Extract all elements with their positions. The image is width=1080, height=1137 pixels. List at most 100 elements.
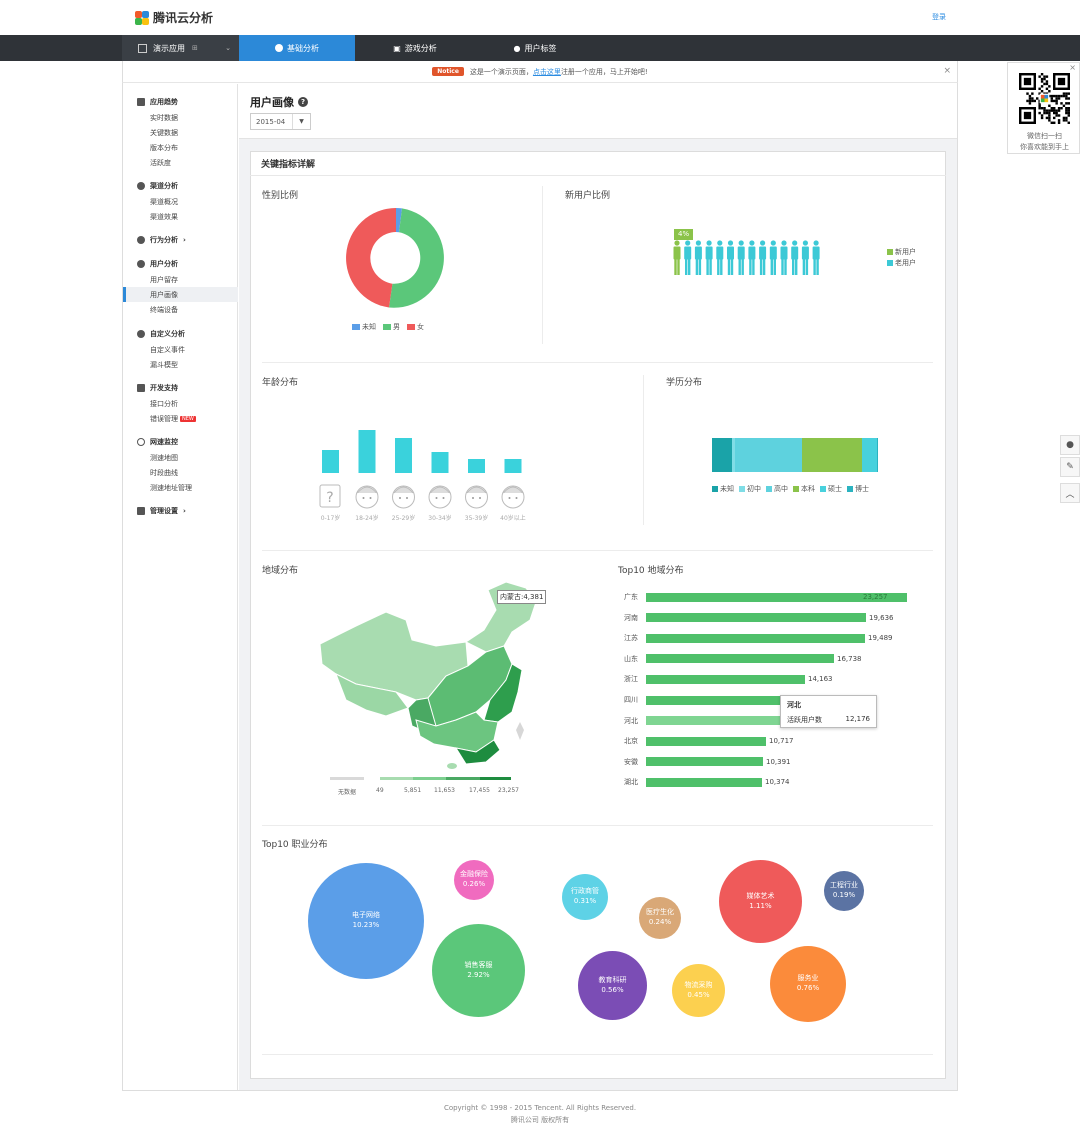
age-bar[interactable] — [468, 459, 485, 473]
occupation-bubble[interactable]: 医疗生化 0.24% — [639, 897, 681, 939]
region-row[interactable]: 湖北 10,374 — [624, 777, 790, 787]
sidebar-head-dev[interactable]: 开发支持 — [123, 380, 238, 396]
region-bar[interactable] — [646, 716, 783, 726]
age-bar[interactable] — [431, 452, 449, 473]
qr-panel: × 微信扫一扫 你喜欢能到手上 — [1007, 62, 1080, 154]
edu-segment-unknown[interactable] — [712, 438, 732, 472]
sidebar-item-channel-effect[interactable]: 渠道效果 — [150, 212, 178, 221]
sidebar-item-activity[interactable]: 活跃度 — [150, 158, 171, 167]
sidebar-item-errors[interactable]: 错误管理 NEW — [123, 411, 238, 426]
region-bar[interactable] — [646, 613, 866, 623]
region-row[interactable]: 北京 10,717 — [624, 736, 794, 746]
scale-label: 11,653 — [434, 787, 455, 794]
app-selector[interactable]: 演示应用 ⊞ ⌄ — [122, 35, 239, 61]
occupation-bubble[interactable]: 物流采购 0.45% — [672, 964, 725, 1017]
edu-segment-senior[interactable] — [735, 438, 802, 472]
region-row[interactable]: 安徽 10,391 — [624, 757, 791, 767]
region-row[interactable]: 江苏 19,489 — [624, 633, 893, 643]
sidebar-item-speed-map[interactable]: 测速地图 — [150, 453, 178, 462]
tab-game-analysis[interactable]: ▣ 游戏分析 — [355, 35, 475, 61]
face-avatar-icon — [465, 485, 488, 509]
qq-icon[interactable]: ● — [1060, 435, 1080, 455]
sidebar-head-app-trend[interactable]: 应用趋势 — [123, 94, 238, 110]
close-icon[interactable]: × — [1069, 63, 1076, 72]
occupation-bubble[interactable]: 服务业 0.76% — [770, 946, 846, 1022]
region-bar[interactable] — [646, 695, 787, 705]
china-map[interactable] — [316, 580, 540, 770]
map-region-hainan — [447, 763, 457, 769]
sidebar-head-custom[interactable]: 自定义分析 — [123, 326, 238, 342]
region-row[interactable]: 浙江 14,163 — [624, 674, 833, 684]
sidebar-item-funnel[interactable]: 漏斗模型 — [150, 360, 178, 369]
date-select[interactable]: 2015-04 ▼ — [250, 113, 311, 130]
region-name: 广东 — [624, 593, 638, 601]
brand-logo[interactable]: 腾讯云分析 — [135, 9, 213, 26]
divider — [542, 186, 543, 344]
sidebar-head-behavior[interactable]: 行为分析 › — [123, 232, 238, 248]
sidebar-item-time-curve[interactable]: 时段曲线 — [150, 468, 178, 477]
sidebar-head-user[interactable]: 用户分析 — [123, 256, 238, 272]
occupation-bubble[interactable]: 媒体艺术 1.11% — [719, 860, 802, 943]
region-bar[interactable] — [646, 654, 834, 664]
occupation-bubble[interactable]: 金融保险 0.26% — [454, 860, 494, 900]
notice-register-link[interactable]: 点击这里 — [532, 67, 561, 76]
age-label: 25-29岁 — [392, 514, 415, 522]
sidebar-item-retention[interactable]: 用户留存 — [150, 275, 178, 284]
region-name: 四川 — [624, 696, 638, 704]
region-bar[interactable] — [646, 592, 907, 602]
gender-slice-unknown[interactable] — [396, 208, 402, 233]
edu-segment-junior[interactable] — [732, 438, 735, 472]
gender-slice-female[interactable] — [346, 208, 396, 308]
sidebar-item-version[interactable]: 版本分布 — [150, 143, 178, 152]
edit-icon[interactable]: ✎ — [1060, 457, 1080, 477]
map-scale-bar[interactable] — [330, 776, 514, 782]
region-row[interactable]: 广东 23,257 — [624, 592, 907, 602]
sidebar-item-speed-address[interactable]: 测速地址管理 — [150, 483, 192, 492]
region-bar[interactable] — [646, 633, 865, 643]
bubble-value: 0.19% — [832, 891, 856, 899]
new-user-title: 新用户比例 — [565, 191, 611, 201]
sidebar-head-admin[interactable]: 管理设置 › — [123, 503, 238, 519]
region-row[interactable]: 河南 19,636 — [624, 613, 894, 623]
scale-step-3 — [446, 777, 480, 780]
region-value: 23,257 — [863, 593, 888, 601]
region-bar[interactable] — [646, 757, 763, 767]
help-icon[interactable]: ? — [298, 97, 308, 107]
occupation-bubble[interactable]: 行政商管 0.31% — [562, 874, 608, 920]
sidebar-group-behavior: 行为分析 › — [123, 232, 238, 248]
edu-segment-bachelor[interactable] — [802, 438, 862, 472]
sidebar-item-channel-overview[interactable]: 渠道概况 — [150, 197, 178, 206]
login-link[interactable]: 登录 — [932, 13, 946, 21]
age-bar[interactable] — [504, 459, 522, 473]
occupation-bubble[interactable]: 教育科研 0.56% — [578, 951, 647, 1020]
sidebar-item-label: 错误管理 — [150, 414, 178, 423]
sidebar-item-devices[interactable]: 终端设备 — [150, 305, 178, 314]
region-bar[interactable] — [646, 674, 805, 684]
age-bar[interactable] — [322, 450, 339, 473]
sidebar-item-api[interactable]: 接口分析 — [150, 399, 178, 408]
age-bar[interactable] — [395, 438, 412, 473]
tab-user-tags[interactable]: ● 用户标签 — [475, 35, 595, 61]
tab-basic-analysis[interactable]: 基础分析 — [239, 35, 355, 61]
sidebar-item-realtime[interactable]: 实时数据 — [150, 113, 178, 122]
sidebar-head-speed[interactable]: 网速监控 — [123, 434, 238, 450]
occupation-bubble[interactable]: 电子网络 10.23% — [308, 863, 424, 979]
region-row[interactable]: 山东 16,738 — [624, 654, 862, 664]
sidebar-item-user-profile[interactable]: 用户画像 — [123, 287, 238, 302]
age-bar[interactable] — [358, 430, 376, 473]
region-bar[interactable] — [646, 736, 766, 746]
back-to-top-icon[interactable]: ︿ — [1060, 483, 1080, 503]
sidebar-group-title: 管理设置 — [150, 507, 178, 515]
sidebar-item-custom-event[interactable]: 自定义事件 — [150, 345, 185, 354]
region-bar[interactable] — [646, 777, 762, 787]
close-icon[interactable]: × — [943, 66, 951, 76]
occupation-bubble[interactable]: 工程行业 0.19% — [824, 871, 864, 911]
edu-segment-doctor[interactable] — [877, 438, 878, 472]
sidebar-item-key-data[interactable]: 关键数据 — [150, 128, 178, 137]
gender-slice-male[interactable] — [389, 208, 444, 308]
region-value: 10,717 — [769, 737, 794, 746]
sidebar-head-channel[interactable]: 渠道分析 — [123, 178, 238, 194]
edu-segment-master[interactable] — [862, 438, 877, 472]
occupation-bubble[interactable]: 销售客服 2.92% — [432, 924, 525, 1017]
bubble-value: 10.23% — [352, 921, 380, 929]
